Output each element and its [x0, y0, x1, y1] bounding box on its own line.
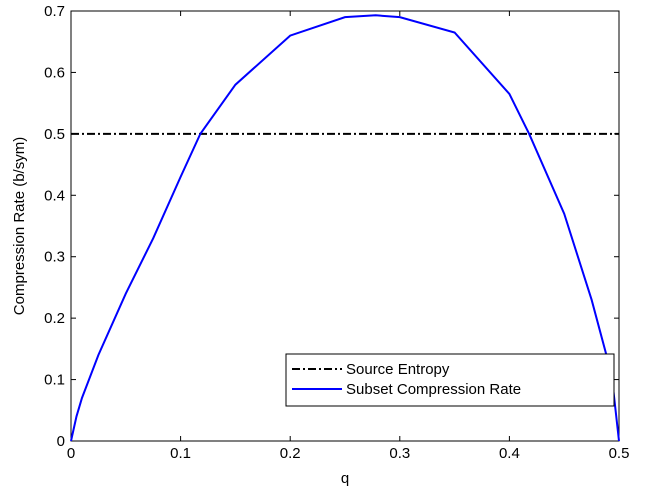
- x-axis-label: q: [341, 470, 349, 487]
- legend-label: Source Entropy: [346, 361, 450, 378]
- x-tick-label: 0.2: [280, 445, 301, 462]
- y-tick-label: 0.7: [44, 3, 65, 20]
- x-tick-label: 0.1: [170, 445, 191, 462]
- y-tick-label: 0.5: [44, 126, 65, 143]
- series-line: [70, 14, 620, 442]
- x-tick-label: 0.4: [499, 445, 520, 462]
- x-tick-label: 0: [67, 445, 75, 462]
- x-tick-label: 0.5: [609, 445, 630, 462]
- y-tick-label: 0.2: [44, 310, 65, 327]
- y-tick-label: 0.1: [44, 372, 65, 389]
- x-tick-label: 0.3: [389, 445, 410, 462]
- y-tick-label: 0: [57, 433, 65, 450]
- y-axis-label: Compression Rate (b/sym): [11, 137, 28, 315]
- y-tick-label: 0.4: [44, 187, 65, 204]
- legend-label: Subset Compression Rate: [346, 381, 521, 398]
- legend: [285, 353, 615, 407]
- y-tick-label: 0.6: [44, 64, 65, 81]
- y-tick-label: 0.3: [44, 249, 65, 266]
